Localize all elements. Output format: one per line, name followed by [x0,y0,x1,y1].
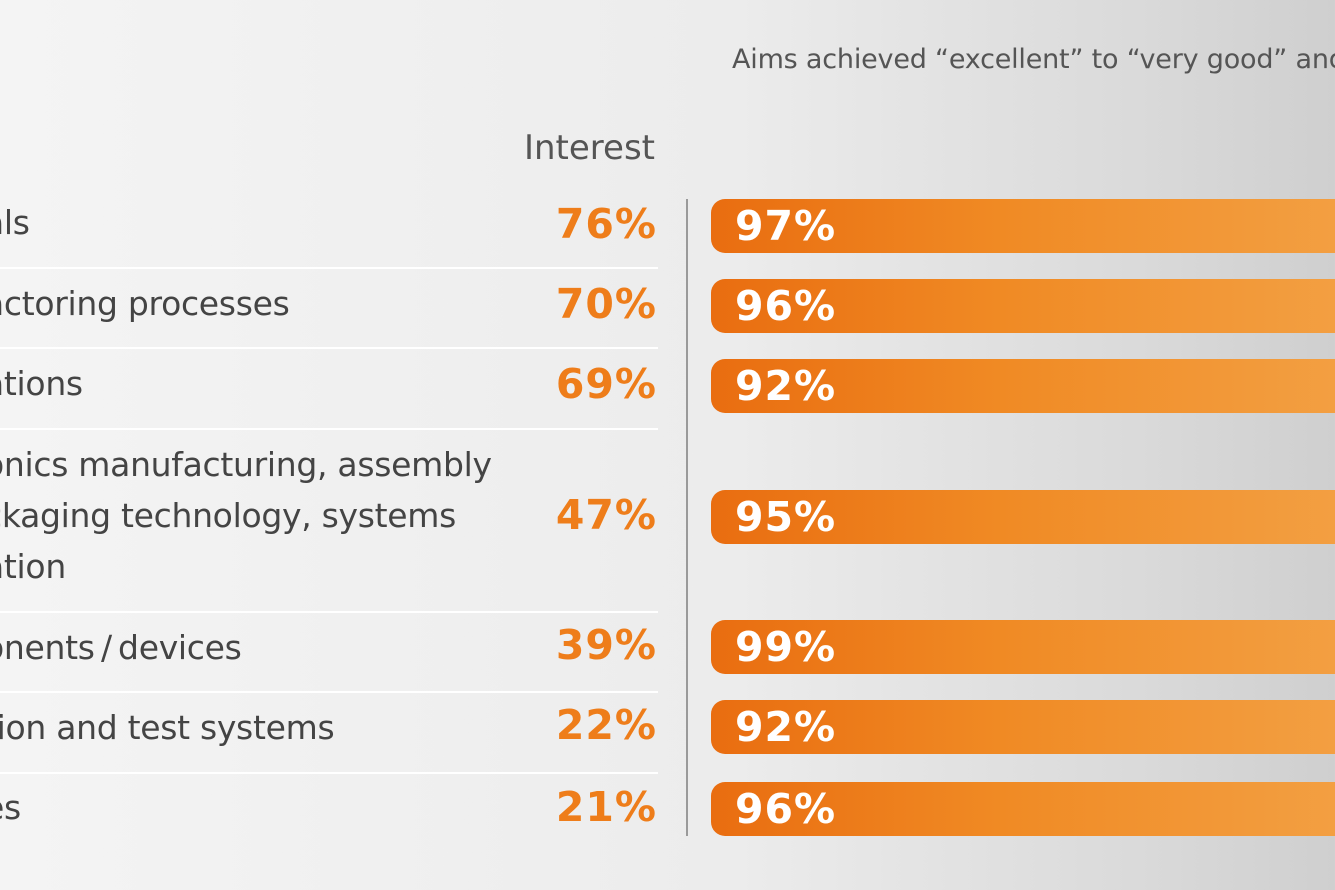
category-label-line: onents / devices [0,628,242,667]
aims-bar-label: 92% [735,703,837,751]
category-label: tion and test systems [0,702,504,753]
interest-value: 22% [555,701,657,749]
category-label: als [0,197,504,248]
category-label-line: es [0,788,21,827]
row-separator [0,772,658,774]
interest-column-header: Interest [523,128,655,168]
aims-bar-label: 92% [735,362,837,410]
aims-bar: 96% [711,782,1335,836]
aims-bar: 92% [711,700,1335,754]
interest-value: 21% [555,783,657,831]
category-label-line: als [0,203,30,242]
chart-subtitle: Aims achieved “excellent” to “very good”… [732,44,1335,75]
category-label: es [0,782,504,833]
category-label: onents / devices [0,622,504,673]
row-separator [0,347,658,349]
row-separator [0,267,658,269]
aims-bar-label: 95% [735,493,837,541]
aims-bar: 97% [711,199,1335,253]
category-label-line: onics manufacturing, assembly [0,445,492,484]
aims-bar: 95% [711,490,1335,544]
category-label: actoring processes [0,278,504,329]
category-label-line: actoring processes [0,284,290,323]
aims-bar: 96% [711,279,1335,333]
vertical-divider [686,199,688,836]
interest-value: 47% [555,491,657,539]
aims-bar: 92% [711,359,1335,413]
category-label-line: ation [0,547,66,586]
category-label: onics manufacturing, assembly ckaging tec… [0,439,504,592]
row-separator [0,691,658,693]
interest-value: 76% [555,200,657,248]
category-label-line: tion and test systems [0,708,335,747]
aims-bar: 99% [711,620,1335,674]
category-label: ations [0,358,504,409]
aims-bar-label: 96% [735,282,837,330]
interest-value: 69% [555,360,657,408]
category-label-line: ations [0,364,83,403]
interest-value: 39% [555,621,657,669]
aims-bar-label: 97% [735,202,837,250]
row-separator [0,428,658,430]
interest-value: 70% [555,280,657,328]
aims-bar-label: 96% [735,785,837,833]
aims-bar-label: 99% [735,623,837,671]
row-separator [0,611,658,613]
category-label-line: ckaging technology, systems [0,496,456,535]
